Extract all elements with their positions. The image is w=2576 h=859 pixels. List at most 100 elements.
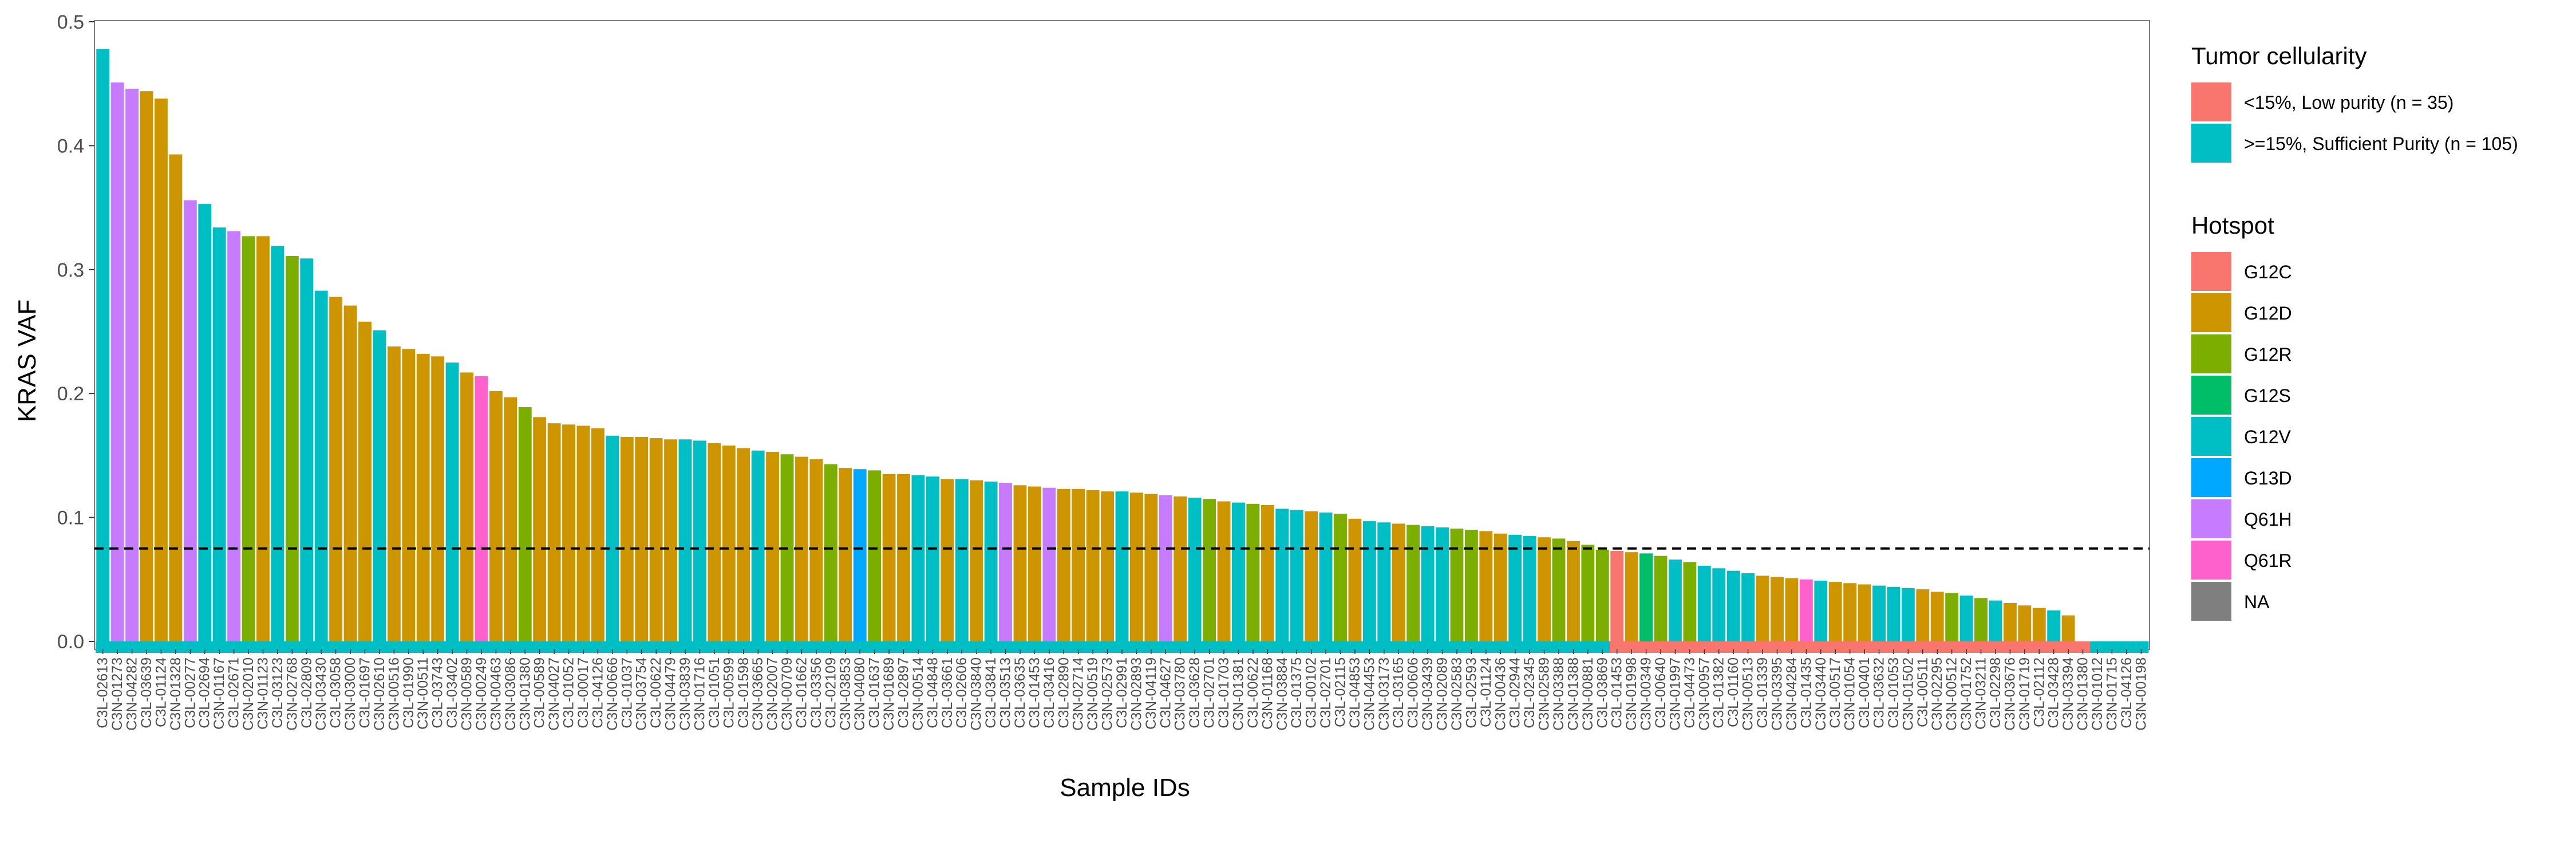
x-tick-label-49: C3L-01662 xyxy=(793,657,809,728)
x-tick-label-95: C3L-02593 xyxy=(1463,657,1479,728)
legend-swatch-NA xyxy=(2191,582,2231,621)
x-tick-label-25: C3L-03402 xyxy=(444,657,460,728)
bar-69 xyxy=(1086,490,1100,641)
cellularity-cell-131 xyxy=(1988,641,2004,653)
cellularity-cell-17 xyxy=(328,641,343,653)
cellularity-cell-135 xyxy=(2046,641,2061,653)
legend-title-2: Hotspot xyxy=(2191,212,2274,239)
bar-75 xyxy=(1174,496,1187,641)
cellularity-cell-74 xyxy=(1158,641,1174,653)
x-tick-label-112: C3L-01382 xyxy=(1711,657,1727,728)
x-tick-label-1: C3L-02613 xyxy=(95,657,111,728)
x-tick-label-70: C3N-02573 xyxy=(1100,657,1116,731)
bar-55 xyxy=(882,474,896,641)
cellularity-cell-75 xyxy=(1173,641,1188,653)
bar-80 xyxy=(1246,503,1260,641)
cellularity-cell-125 xyxy=(1901,641,1916,653)
cellularity-cell-139 xyxy=(2104,641,2120,653)
bar-102 xyxy=(1566,541,1580,641)
cellularity-cell-68 xyxy=(1070,641,1086,653)
x-tick-label-39: C3L-00622 xyxy=(648,657,664,728)
bar-7 xyxy=(183,200,197,641)
x-tick-label-27: C3N-00249 xyxy=(473,657,489,731)
cellularity-cell-99 xyxy=(1522,641,1538,653)
cellularity-cell-132 xyxy=(2002,641,2018,653)
legend-swatch-sufficient_purity xyxy=(2191,124,2231,163)
cellularity-cell-15 xyxy=(299,641,315,653)
cellularity-cell-59 xyxy=(940,641,955,653)
bar-72 xyxy=(1129,492,1143,641)
cellularity-cell-80 xyxy=(1246,641,1261,653)
bar-23 xyxy=(416,353,430,641)
bar-21 xyxy=(387,346,401,641)
cellularity-cell-108 xyxy=(1653,641,1669,653)
cellularity-cell-118 xyxy=(1799,641,1814,653)
x-tick-label-15: C3L-02809 xyxy=(299,657,315,728)
cellularity-cell-69 xyxy=(1085,641,1101,653)
cellularity-cell-67 xyxy=(1056,641,1072,653)
cellularity-cell-134 xyxy=(2032,641,2047,653)
x-tick-label-110: C3L-04473 xyxy=(1682,657,1698,728)
x-tick-label-88: C3N-04453 xyxy=(1361,657,1377,731)
bar-58 xyxy=(926,476,939,641)
legend-swatch-G13D xyxy=(2191,458,2231,497)
cellularity-cell-34 xyxy=(576,641,591,653)
cellularity-cell-18 xyxy=(343,641,358,653)
bar-101 xyxy=(1552,538,1566,641)
x-tick-label-98: C3L-02944 xyxy=(1507,657,1523,728)
bar-127 xyxy=(1930,592,1944,641)
cellularity-cell-16 xyxy=(314,641,329,653)
x-tick-label-46: C3N-03665 xyxy=(750,657,766,731)
legend-swatch-G12V xyxy=(2191,417,2231,456)
x-tick-label-113: C3L-01160 xyxy=(1725,657,1741,727)
x-tick-label-79: C3N-01381 xyxy=(1230,657,1246,731)
x-tick-label-62: C3L-03841 xyxy=(983,657,999,728)
y-axis: 0.0 0.1 0.2 0.3 0.4 0.5 xyxy=(57,11,94,653)
bar-117 xyxy=(1785,578,1799,641)
cellularity-cell-40 xyxy=(663,641,678,653)
cellularity-cell-54 xyxy=(867,641,882,653)
x-tick-label-69: C3N-00519 xyxy=(1085,657,1101,731)
x-tick-label-61: C3N-03840 xyxy=(969,657,985,731)
x-tick-label-60: C3L-02606 xyxy=(954,657,970,728)
bar-123 xyxy=(1872,585,1886,641)
bar-35 xyxy=(591,428,605,641)
cellularity-cell-30 xyxy=(517,641,533,653)
bar-50 xyxy=(809,459,823,641)
cellularity-cell-82 xyxy=(1275,641,1290,653)
cellularity-cell-107 xyxy=(1638,641,1654,653)
x-axis-title: Sample IDs xyxy=(1060,774,1190,802)
bar-6 xyxy=(169,154,183,641)
cellularity-cell-138 xyxy=(2090,641,2105,653)
cellularity-cell-81 xyxy=(1260,641,1275,653)
x-tick-label-96: C3L-01124 xyxy=(1478,657,1494,727)
x-tick-label-127: C3N-02295 xyxy=(1929,657,1945,731)
x-tick-label-84: C3L-00102 xyxy=(1303,657,1319,728)
x-tick-label-58: C3L-04848 xyxy=(924,657,941,728)
bar-105 xyxy=(1610,551,1624,641)
cellularity-cell-122 xyxy=(1857,641,1872,653)
cellularity-cell-129 xyxy=(1959,641,1974,653)
bar-20 xyxy=(373,330,386,641)
x-tick-label-91: C3L-00606 xyxy=(1405,657,1421,728)
bar-47 xyxy=(766,451,780,641)
x-tick-label-20: C3N-02610 xyxy=(372,657,388,731)
bar-15 xyxy=(300,258,314,641)
cellularity-cell-114 xyxy=(1740,641,1756,653)
cellularity-cell-47 xyxy=(765,641,780,653)
cellularity-cell-4 xyxy=(139,641,155,653)
x-tick-label-13: C3L-03123 xyxy=(270,657,286,728)
cellularity-cell-77 xyxy=(1202,641,1217,653)
x-tick-label-5: C3L-01124 xyxy=(153,657,169,727)
bar-31 xyxy=(533,417,547,641)
legend-swatch-G12S xyxy=(2191,376,2231,415)
cellularity-cell-60 xyxy=(954,641,970,653)
x-tick-label-85: C3L-02701 xyxy=(1318,657,1334,728)
x-tick-label-101: C3N-03388 xyxy=(1551,657,1567,731)
x-tick-label-29: C3N-03086 xyxy=(503,657,519,731)
cellularity-cell-31 xyxy=(532,641,548,653)
x-tick-label-76: C3L-03628 xyxy=(1187,657,1203,728)
bar-41 xyxy=(678,439,692,641)
bar-39 xyxy=(649,438,663,641)
